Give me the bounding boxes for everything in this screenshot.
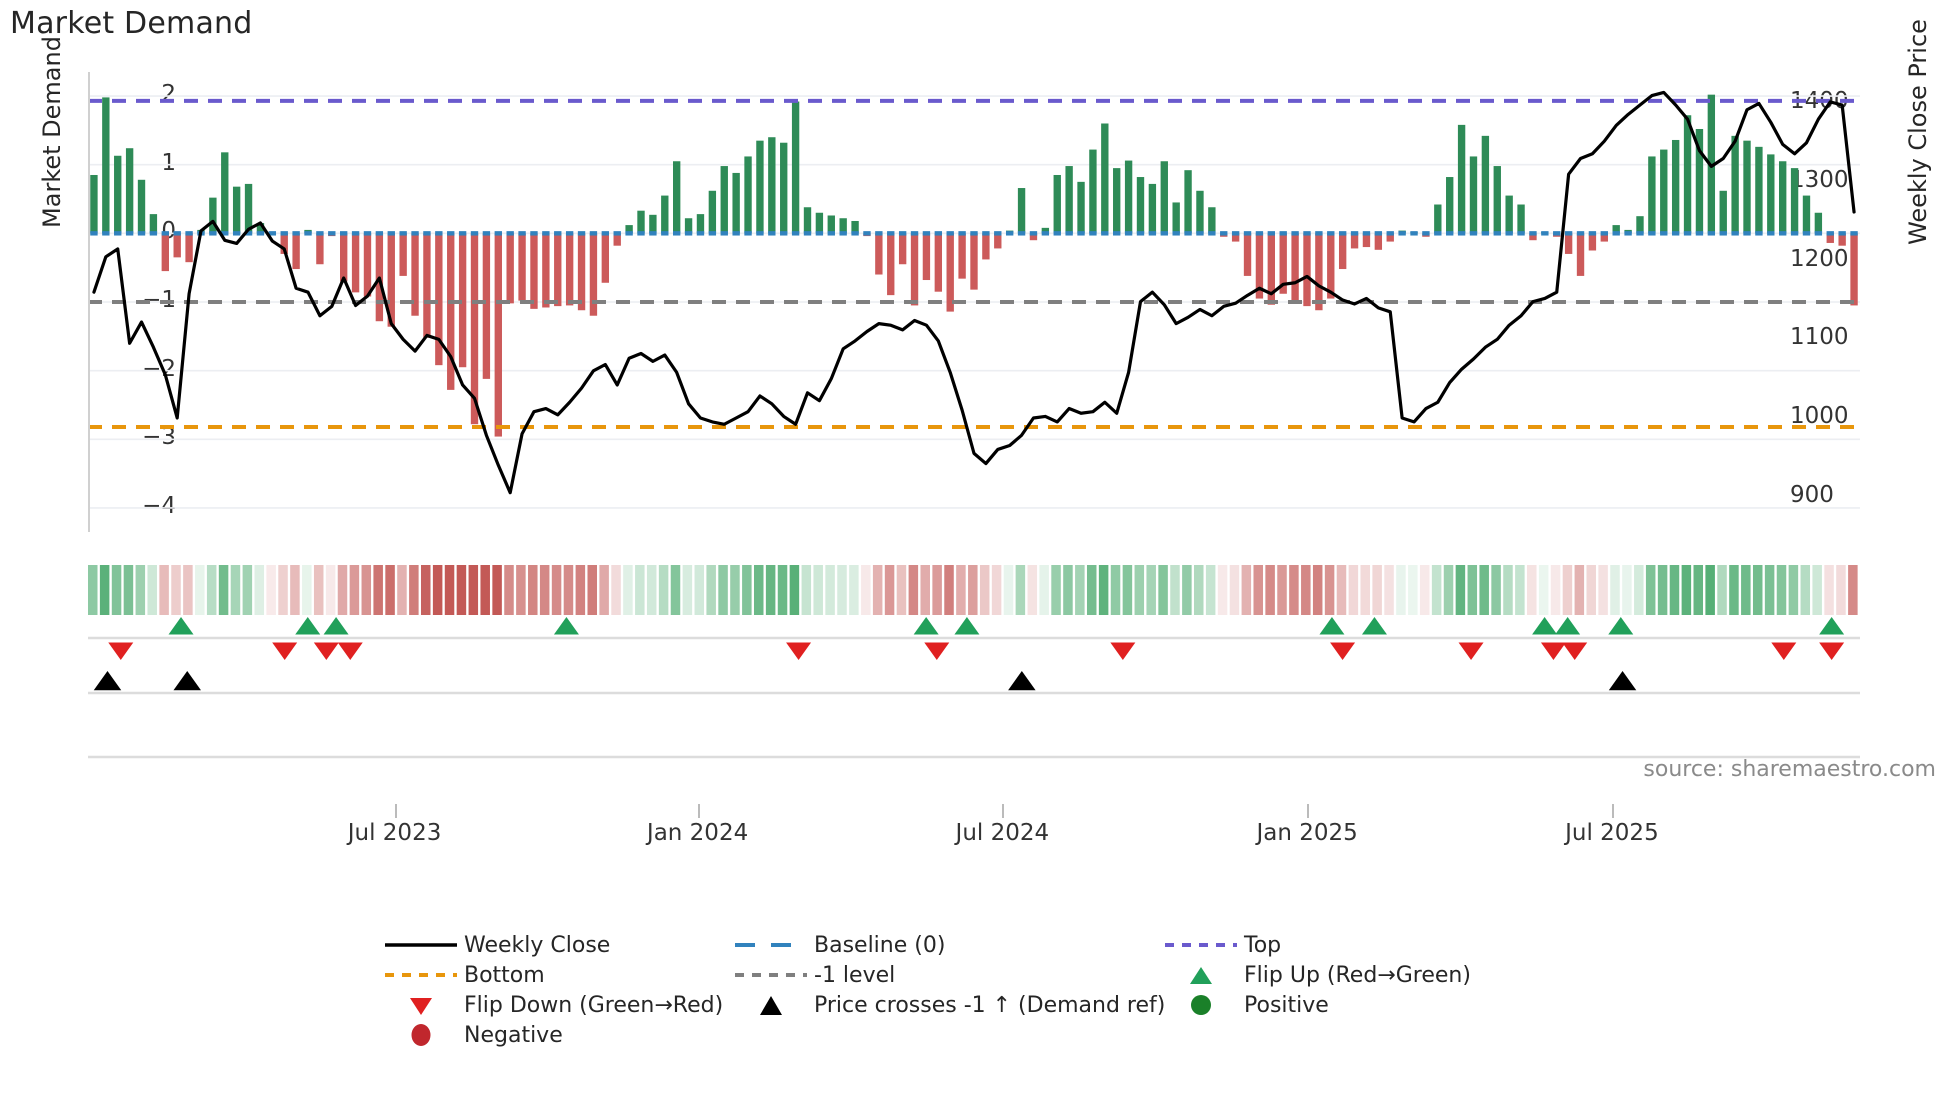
y-axis-right-tick: 900 — [1790, 481, 1834, 508]
solid-line-black-icon — [385, 943, 457, 947]
market-demand-plot — [88, 72, 1860, 759]
chart-canvas — [88, 90, 1860, 759]
legend-item-1-level[interactable]: -1 level — [728, 960, 1158, 990]
x-axis-tick-mark — [697, 804, 700, 818]
legend-item-flip-down-green-red[interactable]: Flip Down (Green→Red) — [378, 990, 728, 1020]
y-axis-right-tick: 1200 — [1790, 245, 1849, 272]
circle-dark-red-icon — [411, 1024, 431, 1046]
legend-item-bottom[interactable]: Bottom — [378, 960, 728, 990]
x-axis-tick: Jan 2024 — [646, 820, 749, 846]
legend-label: Flip Up (Red→Green) — [1244, 962, 1471, 988]
x-axis-tick: Jul 2024 — [955, 820, 1050, 846]
legend-key — [378, 1022, 464, 1048]
y-axis-right-label: Weekly Close Price — [1904, 19, 1932, 245]
legend-item-negative[interactable]: Negative — [378, 1020, 728, 1050]
legend-label: Baseline (0) — [814, 932, 946, 958]
legend-item-baseline-0[interactable]: Baseline (0) — [728, 930, 1158, 960]
y-axis-left-tick: −4 — [142, 492, 176, 519]
dashed-line-blue-icon — [735, 943, 807, 947]
dotted-line-orange-icon — [385, 973, 457, 977]
y-axis-right-tick: 1300 — [1790, 167, 1849, 194]
legend-key — [728, 992, 814, 1018]
circle-green-icon — [1191, 995, 1211, 1015]
legend-item-top[interactable]: Top — [1158, 930, 1558, 960]
legend-key — [728, 932, 814, 958]
x-axis-tick-mark — [1002, 804, 1005, 818]
legend-label: Top — [1244, 932, 1282, 958]
x-axis-tick-mark — [394, 804, 397, 818]
x-axis-tick-mark — [1307, 804, 1310, 818]
y-axis-right-tick: 1000 — [1790, 402, 1849, 429]
legend-key — [1158, 962, 1244, 988]
x-axis-tick: Jul 2025 — [1565, 820, 1659, 846]
y-axis-left-tick: 1 — [161, 149, 176, 176]
x-axis-tick: Jan 2025 — [1256, 820, 1358, 846]
source-caption: source: sharemaestro.com — [1643, 757, 1936, 782]
legend-label: Flip Down (Green→Red) — [464, 992, 724, 1018]
chart-legend: Weekly Close Baseline (0) Top Bottom -1 leve… — [378, 930, 1678, 1050]
x-axis-tick: Jul 2023 — [347, 820, 442, 846]
legend-label: Weekly Close — [464, 932, 611, 958]
legend-item-weekly-close[interactable]: Weekly Close — [378, 930, 728, 960]
page-title: Market Demand — [10, 6, 253, 41]
legend-key — [1158, 992, 1244, 1018]
legend-item-flip-up-red-green[interactable]: Flip Up (Red→Green) — [1158, 960, 1558, 990]
legend-key — [728, 962, 814, 988]
legend-label: Price crosses -1 ↑ (Demand ref) — [814, 992, 1166, 1018]
legend-item-positive[interactable]: Positive — [1158, 990, 1558, 1020]
x-axis-tick-mark — [1611, 804, 1614, 818]
legend-label: Bottom — [464, 962, 545, 988]
dotted-line-gray-icon — [735, 973, 807, 977]
legend-key — [1158, 932, 1244, 958]
legend-key — [378, 962, 464, 988]
up-triangle-black-icon — [760, 996, 782, 1015]
legend-key — [378, 932, 464, 958]
y-axis-left-label: Market Demand — [38, 36, 66, 228]
legend-label: Negative — [464, 1022, 563, 1048]
y-axis-right-tick: 1100 — [1790, 324, 1849, 351]
legend-label: -1 level — [814, 962, 896, 988]
legend-key — [378, 992, 464, 1018]
y-axis-spine — [88, 72, 90, 532]
dotted-line-purple-icon — [1165, 943, 1237, 947]
down-triangle-red-icon — [410, 998, 432, 1015]
legend-item-price-crosses-1-demand-ref[interactable]: Price crosses -1 ↑ (Demand ref) — [728, 990, 1165, 1020]
up-triangle-green-icon — [1190, 967, 1212, 984]
legend-label: Positive — [1244, 992, 1329, 1018]
